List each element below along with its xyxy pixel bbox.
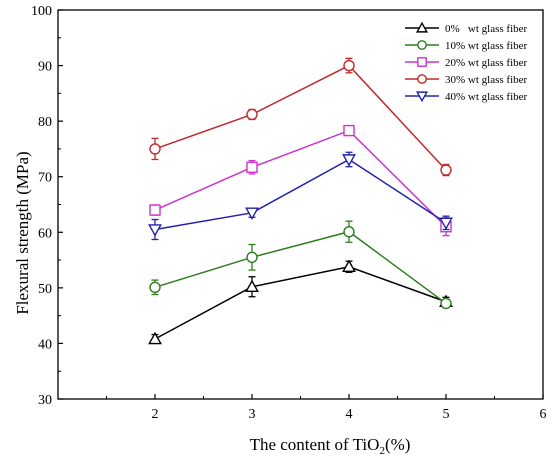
series-3 [149, 57, 452, 177]
legend: 0% wt glass fiber 10% wt glass fiber 20% w… [405, 21, 528, 103]
series-1 [149, 220, 452, 310]
data-point [149, 204, 161, 216]
series-2 [149, 124, 452, 237]
y-tick-label: 100 [31, 4, 52, 19]
legend-label: 0% wt glass fiber [445, 23, 528, 35]
x-tick-label: 2 [152, 407, 159, 422]
data-point [440, 164, 452, 176]
y-tick-label: 60 [38, 226, 52, 241]
y-tick-label: 70 [38, 171, 52, 186]
data-point [245, 279, 259, 293]
data-point [440, 297, 452, 310]
data-point [342, 259, 356, 273]
legend-label: 30% wt glass fiber [445, 74, 528, 86]
legend-marker [417, 40, 427, 50]
series-line [154, 64, 447, 171]
series-line [154, 230, 447, 305]
data-point [246, 161, 258, 173]
data-point [246, 108, 258, 121]
data-point [149, 281, 161, 294]
data-point [343, 59, 355, 72]
legend-marker [417, 57, 427, 67]
x-tick-label: 4 [346, 407, 353, 422]
y-tick-label: 30 [38, 393, 52, 408]
legend-label: 20% wt glass fiber [445, 57, 528, 69]
series-line [154, 129, 447, 228]
data-point [246, 251, 258, 263]
y-axis-title: Flexural strength (MPa) [13, 151, 32, 314]
series-4 [148, 151, 453, 241]
y-tick-label: 90 [38, 60, 52, 75]
data-point [343, 226, 355, 238]
x-axis-title: The content of TiO2(%) [250, 435, 411, 457]
y-tick-label: 80 [38, 115, 52, 130]
x-tick-label: 5 [443, 407, 450, 422]
data-point [148, 224, 162, 237]
y-tick-label: 40 [38, 337, 52, 352]
data-point [439, 217, 453, 231]
x-tick-label: 3 [249, 407, 256, 422]
legend-marker [415, 91, 429, 103]
y-tick-label: 50 [38, 282, 52, 297]
legend-label: 40% wt glass fiber [445, 91, 528, 103]
legend-label: 10% wt glass fiber [445, 40, 528, 52]
series-line [154, 158, 447, 231]
data-point [148, 331, 162, 345]
x-tick-label: 6 [540, 407, 547, 422]
legend-marker [415, 21, 429, 33]
data-point [149, 143, 161, 155]
series-line [154, 265, 447, 340]
data-point [342, 154, 356, 167]
data-point [343, 124, 355, 137]
legend-marker [417, 74, 427, 84]
data-point [245, 207, 259, 221]
